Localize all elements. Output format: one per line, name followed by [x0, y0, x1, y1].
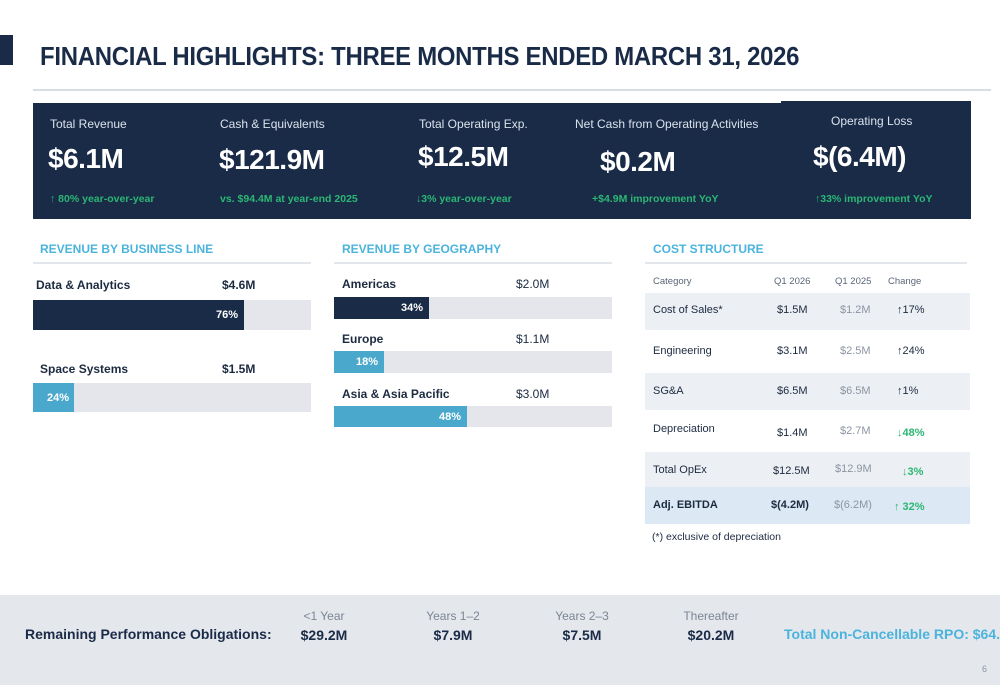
- cost-footnote: (*) exclusive of depreciation: [652, 531, 781, 543]
- title-accent-bar: [0, 35, 13, 65]
- rpo-total: Total Non-Cancellable RPO: $64.8M: [784, 626, 1000, 642]
- cost-q1-2026: $(4.2M): [771, 499, 809, 511]
- rpo-period-value: $7.5M: [562, 627, 602, 643]
- page-title: FINANCIAL HIGHLIGHTS: THREE MONTHS ENDED…: [40, 41, 800, 71]
- cost-q1-2025: $12.9M: [835, 463, 872, 475]
- cost-q1-2026: $1.5M: [777, 304, 808, 316]
- cost-structure-title: COST STRUCTURE: [653, 242, 764, 256]
- title-divider: [33, 89, 991, 91]
- cost-change: ↓48%: [897, 427, 925, 439]
- cost-category: Cost of Sales*: [653, 304, 723, 316]
- business-line-label: Space Systems: [40, 362, 129, 376]
- business-line-label: Data & Analytics: [36, 278, 131, 292]
- bar-track: 34%: [334, 297, 612, 319]
- column-header-q1-2025: Q1 2025: [835, 276, 872, 287]
- rpo-period-label: Years 1–2: [426, 609, 480, 623]
- cost-category: Engineering: [653, 345, 712, 357]
- bar-percent-label: 18%: [355, 356, 378, 368]
- cost-change: ↓3%: [902, 466, 924, 478]
- cost-q1-2026: $3.1M: [777, 345, 808, 357]
- column-header-q1-2026: Q1 2026: [774, 276, 811, 287]
- business-bar-fill: 76%: [33, 300, 244, 330]
- kpi-note: ↑33% improvement YoY: [815, 193, 933, 205]
- cost-change: ↑17%: [897, 304, 925, 316]
- rpo-period-label: Years 2–3: [555, 609, 609, 623]
- column-header-change: Change: [888, 276, 922, 287]
- kpi-label: Net Cash from Operating Activities: [575, 117, 759, 131]
- kpi-value: $121.9M: [219, 144, 325, 175]
- table-row: Cost of Sales* $1.5M $1.2M ↑17%: [645, 293, 970, 330]
- table-row: SG&A $6.5M $6.5M ↑1%: [645, 373, 970, 410]
- cost-category: SG&A: [653, 385, 684, 397]
- cost-category: Depreciation: [653, 423, 715, 435]
- geography-bar-fill: 48%: [334, 406, 467, 427]
- cost-q1-2025: $2.5M: [840, 345, 871, 357]
- cost-category: Adj. EBITDA: [653, 499, 718, 511]
- bar-track: 48%: [334, 406, 612, 427]
- rpo-period-label: Thereafter: [683, 609, 739, 623]
- cost-change: ↑24%: [897, 345, 925, 357]
- kpi-note: ↓3% year-over-year: [416, 193, 512, 205]
- cost-q1-2026: $6.5M: [777, 385, 808, 397]
- rpo-period-value: $7.9M: [433, 627, 473, 643]
- kpi-note: ↑ 80% year-over-year: [50, 193, 155, 205]
- cost-q1-2025: $(6.2M): [834, 499, 872, 511]
- business-bar-fill: 24%: [33, 383, 74, 412]
- section-divider: [33, 262, 311, 264]
- rpo-period-value: $29.2M: [300, 627, 348, 643]
- geography-value: $3.0M: [516, 387, 550, 401]
- rpo-title: Remaining Performance Obligations:: [25, 626, 272, 642]
- kpi-label: Total Operating Exp.: [419, 117, 528, 131]
- revenue-geography-title: REVENUE BY GEOGRAPHY: [342, 242, 502, 256]
- bar-percent-label: 76%: [215, 309, 238, 321]
- geography-value: $2.0M: [516, 277, 550, 291]
- revenue-business-title: REVENUE BY BUSINESS LINE: [40, 242, 214, 256]
- cost-q1-2025: $6.5M: [840, 385, 871, 397]
- kpi-band: Total Revenue $6.1M ↑ 80% year-over-year…: [33, 101, 971, 219]
- cost-change: ↑ 32%: [894, 501, 925, 513]
- bar-percent-label: 34%: [400, 302, 423, 314]
- kpi-note: vs. $94.4M at year-end 2025: [220, 193, 358, 205]
- geography-label: Americas: [342, 277, 397, 291]
- table-row-highlight: Adj. EBITDA $(4.2M) $(6.2M) ↑ 32%: [645, 487, 970, 524]
- bar-track: 24%: [33, 383, 311, 412]
- table-row: Engineering $3.1M $2.5M ↑24%: [645, 333, 970, 370]
- bar-percent-label: 24%: [47, 391, 70, 404]
- kpi-label: Total Revenue: [50, 117, 127, 131]
- rpo-period-value: $20.2M: [687, 627, 735, 643]
- business-line-value: $1.5M: [222, 362, 256, 376]
- kpi-value: $12.5M: [418, 141, 509, 172]
- kpi-label: Operating Loss: [831, 114, 913, 128]
- geography-bar-fill: 34%: [334, 297, 429, 319]
- column-header-category: Category: [653, 276, 692, 287]
- geography-label: Europe: [342, 332, 384, 346]
- cost-category: Total OpEx: [653, 464, 707, 476]
- section-divider: [334, 262, 612, 264]
- bar-track: 76%: [33, 300, 311, 330]
- cost-q1-2025: $2.7M: [840, 425, 871, 437]
- table-row: Total OpEx $12.5M $12.9M ↓3%: [645, 452, 970, 489]
- section-divider: [645, 262, 967, 264]
- kpi-value: $6.1M: [48, 143, 124, 174]
- rpo-period-label: <1 Year: [303, 609, 345, 623]
- rpo-band: Remaining Performance Obligations: <1 Ye…: [0, 595, 1000, 685]
- geography-value: $1.1M: [516, 332, 550, 346]
- cost-q1-2026: $1.4M: [777, 427, 808, 439]
- cost-change: ↑1%: [897, 385, 919, 397]
- table-row: Depreciation $1.4M $2.7M ↓48%: [645, 413, 970, 450]
- cost-q1-2026: $12.5M: [773, 465, 810, 477]
- page-number: 6: [982, 664, 988, 674]
- geography-bar-fill: 18%: [334, 351, 384, 373]
- bar-track: 18%: [334, 351, 612, 373]
- kpi-label: Cash & Equivalents: [220, 117, 325, 131]
- kpi-value: $0.2M: [600, 146, 676, 177]
- cost-q1-2025: $1.2M: [840, 304, 871, 316]
- business-line-value: $4.6M: [222, 278, 256, 292]
- geography-label: Asia & Asia Pacific: [342, 387, 450, 401]
- bar-percent-label: 48%: [438, 410, 461, 423]
- kpi-note: +$4.9M improvement YoY: [592, 193, 719, 205]
- kpi-value: $(6.4M): [813, 141, 906, 172]
- kpi-highlight-panel: [781, 101, 971, 219]
